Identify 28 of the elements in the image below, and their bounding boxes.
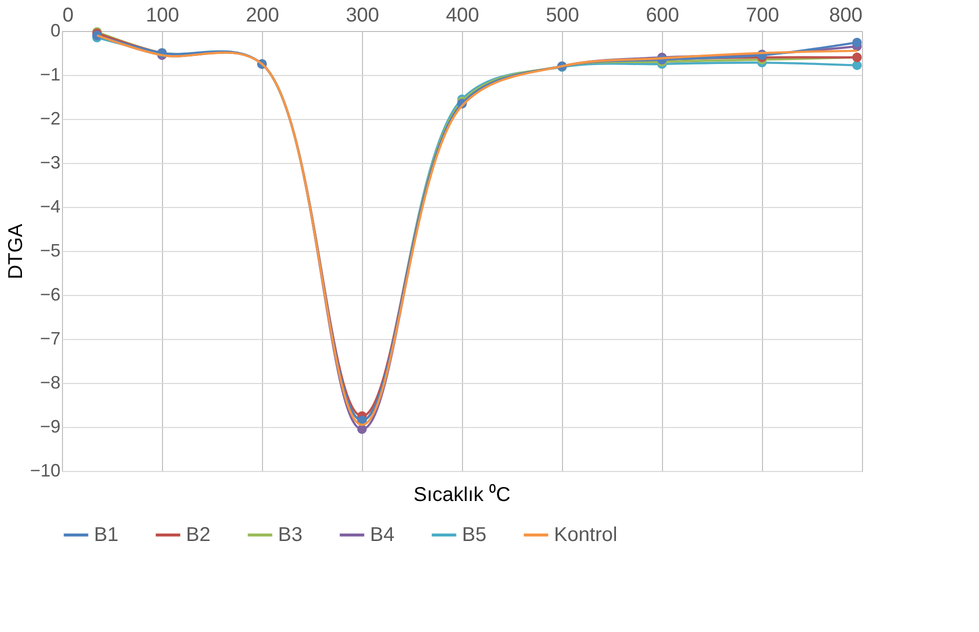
x-tick-label: 200: [246, 4, 280, 26]
y-tick-label: −6: [40, 284, 60, 304]
x-tick-label: 600: [646, 4, 680, 26]
x-tick-label: 0: [62, 4, 74, 26]
legend-label: B1: [94, 524, 118, 546]
y-axis-title: DTGA: [4, 223, 27, 280]
legend-label: B4: [370, 524, 394, 546]
legend-label: B2: [186, 524, 210, 546]
x-tick-label: 300: [346, 4, 380, 26]
y-tick-label: −10: [30, 460, 60, 480]
y-tick-label: −9: [40, 416, 60, 436]
y-tick-label: −4: [40, 196, 60, 216]
legend-label: B5: [462, 524, 486, 546]
x-tick-label: 800: [829, 4, 862, 26]
y-tick-label: −3: [40, 152, 60, 172]
x-tick-label: 100: [146, 4, 180, 26]
y-tick-label: −2: [40, 108, 60, 128]
y-tick-label: −5: [40, 240, 60, 260]
legend-label: B3: [278, 524, 302, 546]
x-axis-title: Sıcaklık ⁰C: [413, 483, 511, 506]
x-tick-label: 500: [546, 4, 580, 26]
legend-label: Kontrol: [554, 524, 618, 546]
y-tick-label: −8: [40, 372, 60, 392]
x-tick-label: 700: [746, 4, 780, 26]
y-tick-label: −1: [40, 64, 60, 84]
x-tick-label: 400: [446, 4, 480, 26]
y-tick-label: 0: [50, 20, 60, 40]
y-tick-label: −7: [40, 328, 60, 348]
